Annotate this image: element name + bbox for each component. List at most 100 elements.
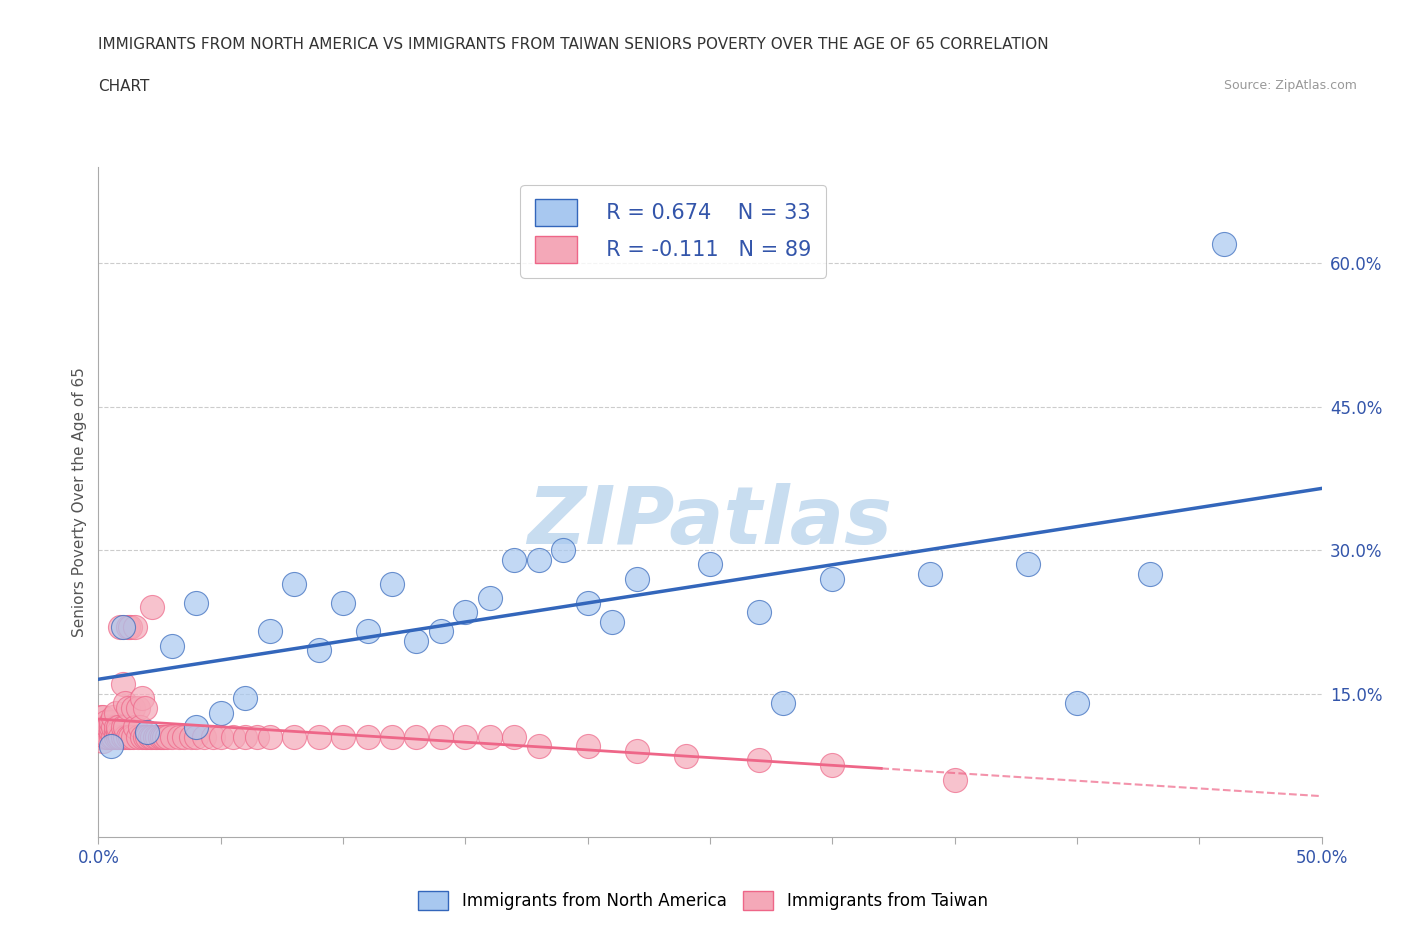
Point [90, 720, 112, 735]
Point [114, 720, 136, 735]
Point [91, 710, 114, 724]
Point [97, 720, 120, 735]
Point [1212, 236, 1234, 251]
Point [94, 724, 117, 739]
Point [576, 595, 599, 610]
Point [772, 696, 794, 711]
Point [478, 591, 501, 605]
Point [104, 705, 127, 720]
Point [146, 729, 169, 744]
Point [111, 729, 134, 744]
Legend: Immigrants from North America, Immigrants from Taiwan: Immigrants from North America, Immigrant… [412, 884, 994, 917]
Point [356, 729, 378, 744]
Point [259, 624, 281, 639]
Point [675, 749, 697, 764]
Point [186, 729, 208, 744]
Point [600, 615, 623, 630]
Point [111, 676, 134, 691]
Point [1066, 696, 1088, 711]
Point [141, 600, 163, 615]
Point [209, 729, 232, 744]
Point [127, 729, 149, 744]
Point [136, 729, 159, 744]
Point [149, 729, 172, 744]
Point [150, 729, 173, 744]
Point [107, 724, 129, 739]
Point [120, 729, 142, 744]
Point [332, 595, 354, 610]
Point [180, 729, 202, 744]
Point [114, 729, 136, 744]
Point [1139, 566, 1161, 581]
Point [111, 619, 134, 634]
Point [124, 720, 146, 735]
Point [430, 624, 453, 639]
Point [121, 700, 143, 715]
Point [430, 729, 453, 744]
Point [111, 720, 134, 735]
Point [308, 729, 330, 744]
Point [104, 720, 127, 735]
Point [104, 724, 127, 739]
Point [160, 729, 183, 744]
Point [576, 738, 599, 753]
Point [454, 604, 477, 619]
Point [626, 743, 648, 758]
Point [233, 691, 256, 706]
Point [626, 571, 648, 586]
Point [943, 772, 966, 787]
Point [121, 729, 143, 744]
Point [381, 729, 404, 744]
Point [332, 729, 354, 744]
Text: Source: ZipAtlas.com: Source: ZipAtlas.com [1223, 79, 1357, 92]
Point [186, 720, 208, 735]
Point [283, 729, 305, 744]
Point [97, 729, 120, 744]
Point [246, 729, 269, 744]
Point [117, 619, 139, 634]
Point [129, 720, 152, 735]
Point [356, 624, 378, 639]
Point [94, 720, 117, 735]
Point [107, 720, 129, 735]
Point [748, 753, 770, 768]
Point [124, 619, 146, 634]
Point [117, 700, 139, 715]
Point [94, 715, 117, 730]
Point [136, 724, 159, 739]
Point [107, 729, 129, 744]
Point [139, 729, 162, 744]
Point [454, 729, 477, 744]
Point [748, 604, 770, 619]
Point [100, 738, 122, 753]
Point [90, 710, 112, 724]
Point [920, 566, 942, 581]
Point [283, 576, 305, 591]
Point [100, 715, 122, 730]
Point [259, 729, 281, 744]
Y-axis label: Seniors Poverty Over the Age of 65: Seniors Poverty Over the Age of 65 [72, 367, 87, 637]
Point [117, 729, 139, 744]
Point [100, 724, 122, 739]
Point [381, 576, 404, 591]
Point [91, 720, 114, 735]
Point [90, 729, 112, 744]
Point [308, 643, 330, 658]
Legend:   R = 0.674    N = 33,   R = -0.111   N = 89: R = 0.674 N = 33, R = -0.111 N = 89 [520, 184, 827, 278]
Point [186, 595, 208, 610]
Point [101, 729, 124, 744]
Point [100, 729, 122, 744]
Point [160, 638, 183, 653]
Point [100, 720, 122, 735]
Point [167, 729, 190, 744]
Point [821, 758, 844, 773]
Point [503, 552, 526, 567]
Text: IMMIGRANTS FROM NORTH AMERICA VS IMMIGRANTS FROM TAIWAN SENIORS POVERTY OVER THE: IMMIGRANTS FROM NORTH AMERICA VS IMMIGRA… [98, 37, 1049, 52]
Point [127, 700, 149, 715]
Text: ZIPatlas: ZIPatlas [527, 484, 893, 562]
Point [134, 700, 156, 715]
Point [143, 729, 166, 744]
Point [131, 691, 153, 706]
Point [101, 710, 124, 724]
Point [209, 705, 232, 720]
